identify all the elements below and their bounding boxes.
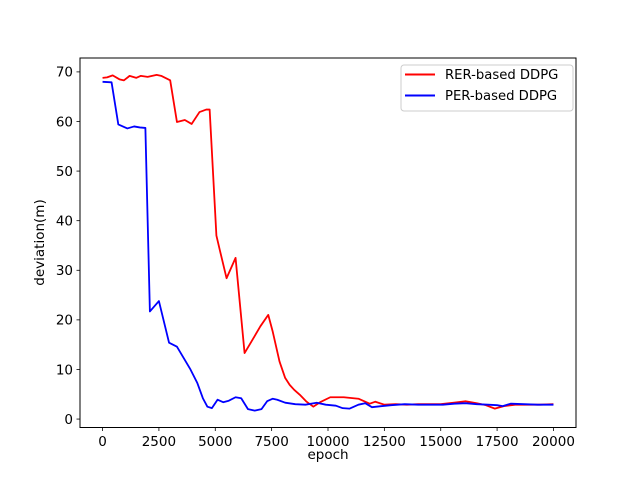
x-axis-label: epoch <box>307 447 348 463</box>
x-tick-label: 0 <box>98 434 107 450</box>
plot-area <box>79 57 577 428</box>
legend-label-per: PER-based DDPG <box>445 89 557 104</box>
y-tick-label: 60 <box>56 114 73 130</box>
x-tick-label: 7500 <box>254 434 288 450</box>
y-tick-label: 70 <box>56 65 73 81</box>
x-tick-label: 2500 <box>142 434 176 450</box>
x-tick-label: 5000 <box>198 434 232 450</box>
x-tick-label: 12500 <box>363 434 406 450</box>
y-tick-label: 30 <box>56 263 73 279</box>
y-tick-label: 50 <box>56 164 73 180</box>
series-line-1 <box>102 80 554 412</box>
y-tick-label: 40 <box>56 213 73 229</box>
x-tick-label: 17500 <box>476 434 519 450</box>
x-tick-label: 20000 <box>532 434 575 450</box>
series-line-0 <box>102 73 554 410</box>
legend-label-rer: RER-based DDPG <box>445 68 558 83</box>
x-tick-label: 15000 <box>419 434 462 450</box>
y-tick-label: 20 <box>56 313 73 329</box>
legend-box <box>400 64 574 112</box>
y-tick-label: 10 <box>56 362 73 378</box>
x-tick-label: 10000 <box>307 434 350 450</box>
legend: RER-based DDPG PER-based DDPG <box>400 64 574 112</box>
series-lines <box>102 73 554 412</box>
axis-ticks: 0 2500 5000 7500 10000 12500 15000 17500 20000 0 1… <box>56 65 575 450</box>
y-axis-label: deviation(m) <box>32 199 48 285</box>
y-tick-label: 0 <box>64 412 73 428</box>
